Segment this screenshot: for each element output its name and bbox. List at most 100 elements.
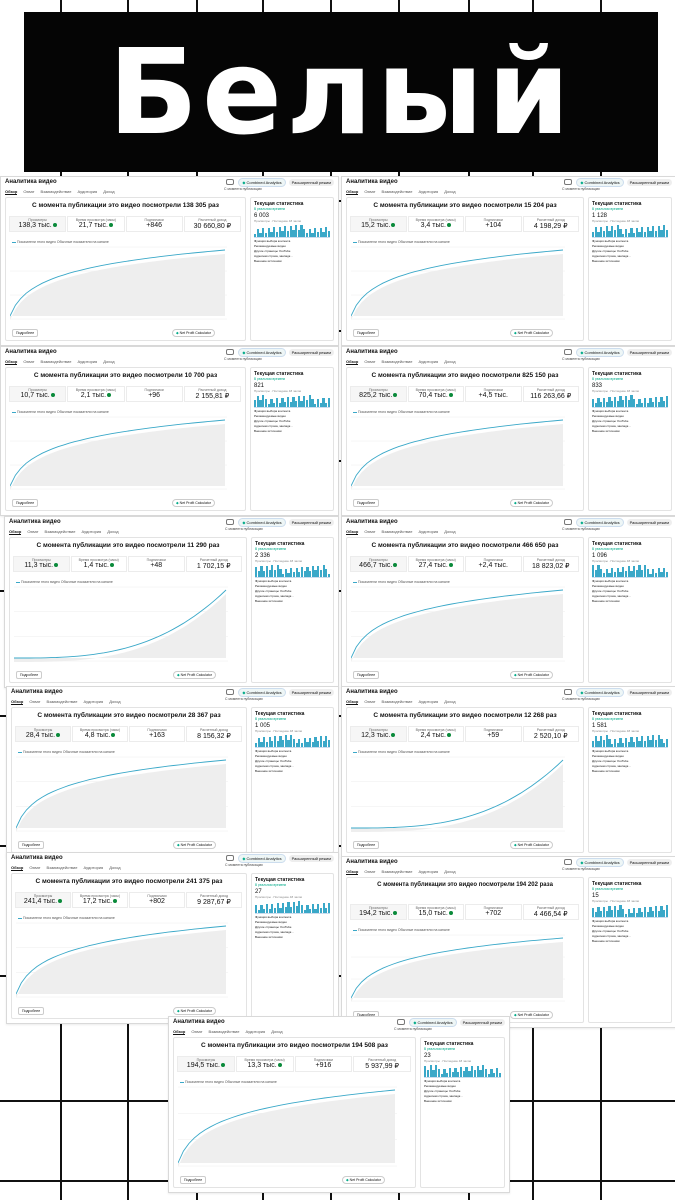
net-profit-calculator-button[interactable]: ◆ Net Profit Calculator [172, 499, 215, 507]
metric-revenue[interactable]: Расчетный доход 18 823,02 ₽ [522, 556, 579, 572]
tab-1[interactable]: Охват [364, 359, 376, 364]
metric-revenue[interactable]: Расчетный доход 2 155,81 ₽ [183, 386, 241, 402]
extended-mode-button[interactable]: Расширенный режим [626, 178, 672, 186]
extended-mode-button[interactable]: Расширенный режим [626, 858, 672, 866]
combined-analytics-button[interactable]: ◆ Combined Analytics [576, 517, 624, 527]
details-button[interactable]: Подробнее [353, 499, 380, 507]
metric-subs[interactable]: Подписчики +163 [129, 726, 185, 742]
tab-4[interactable]: Доход [444, 359, 456, 364]
tab-2[interactable]: Взаимодействие [40, 189, 72, 194]
metric-views[interactable]: Просмотры 28,4 тыс. [15, 726, 71, 742]
tab-1[interactable]: Охват [364, 529, 376, 534]
metric-watch[interactable]: Время просмотра (часы) 1,4 тыс. [70, 556, 127, 572]
metric-views[interactable]: Просмотры 11,3 тыс. [13, 556, 70, 572]
tab-3[interactable]: Аудитория [418, 699, 439, 704]
metric-revenue[interactable]: Расчетный доход 30 660,80 ₽ [183, 216, 241, 232]
combined-analytics-button[interactable]: ◆ Combined Analytics [409, 1017, 457, 1027]
metric-subs[interactable]: Подписчики +48 [128, 556, 185, 572]
combined-analytics-button[interactable]: ◆ Combined Analytics [576, 177, 624, 187]
metric-views[interactable]: Просмотры 466,7 тыс. [350, 556, 407, 572]
tab-2[interactable]: Взаимодействие [381, 529, 413, 534]
tab-2[interactable]: Взаимодействие [44, 529, 76, 534]
details-button[interactable]: Подробнее [18, 841, 45, 849]
combined-analytics-button[interactable]: ◆ Combined Analytics [238, 517, 286, 527]
extended-mode-button[interactable]: Расширенный режим [459, 1018, 505, 1026]
metric-subs[interactable]: Подписчики +104 [465, 216, 522, 232]
period-select[interactable]: С момента публикации [562, 697, 600, 702]
extended-mode-button[interactable]: Расширенный режим [288, 348, 334, 356]
metric-revenue[interactable]: Расчетный доход 116 263,66 ₽ [522, 386, 579, 402]
extended-mode-button[interactable]: Расширенный режим [288, 688, 334, 696]
details-button[interactable]: Подробнее [353, 841, 380, 849]
metric-subs[interactable]: Подписчики +96 [125, 386, 183, 402]
camera-icon[interactable] [564, 519, 573, 525]
net-profit-calculator-button[interactable]: ◆ Net Profit Calculator [510, 1011, 553, 1019]
metric-views[interactable]: Просмотры 194,5 тыс. [177, 1056, 235, 1072]
metric-subs[interactable]: Подписчики +2,4 тыс. [465, 556, 522, 572]
details-button[interactable]: Подробнее [18, 1007, 45, 1015]
metric-subs[interactable]: Подписчики +59 [465, 726, 522, 742]
tab-1[interactable]: Охват [29, 699, 41, 704]
metric-revenue[interactable]: Расчетный доход 4 198,29 ₽ [522, 216, 579, 232]
net-profit-calculator-button[interactable]: ◆ Net Profit Calculator [510, 841, 553, 849]
metric-views[interactable]: Просмотры 15,2 тыс. [350, 216, 407, 232]
tab-3[interactable]: Аудитория [418, 529, 439, 534]
tab-4[interactable]: Доход [444, 529, 456, 534]
metric-watch[interactable]: Время просмотра (часы) 17,2 тыс. [72, 892, 128, 908]
combined-analytics-button[interactable]: ◆ Combined Analytics [576, 857, 624, 867]
tab-1[interactable]: Охват [364, 189, 376, 194]
combined-analytics-button[interactable]: ◆ Combined Analytics [238, 853, 286, 863]
metric-revenue[interactable]: Расчетный доход 5 937,99 ₽ [353, 1056, 411, 1072]
metric-revenue[interactable]: Расчетный доход 1 702,15 ₽ [185, 556, 242, 572]
period-select[interactable]: С момента публикации [562, 867, 600, 872]
period-select[interactable]: С момента публикации [394, 1027, 432, 1032]
details-button[interactable]: Подробнее [180, 1176, 207, 1184]
details-button[interactable]: Подробнее [12, 499, 39, 507]
details-button[interactable]: Подробнее [16, 671, 43, 679]
camera-icon[interactable] [564, 349, 573, 355]
period-select[interactable]: С момента публикации [224, 357, 262, 362]
extended-mode-button[interactable]: Расширенный режим [626, 348, 672, 356]
tab-0[interactable]: Обзор [346, 189, 359, 195]
tab-3[interactable]: Аудитория [83, 699, 104, 704]
net-profit-calculator-button[interactable]: ◆ Net Profit Calculator [510, 671, 553, 679]
combined-analytics-button[interactable]: ◆ Combined Analytics [238, 687, 286, 697]
camera-icon[interactable] [226, 519, 235, 525]
tab-4[interactable]: Доход [103, 189, 115, 194]
camera-icon[interactable] [564, 859, 573, 865]
tab-4[interactable]: Доход [107, 529, 119, 534]
net-profit-calculator-button[interactable]: ◆ Net Profit Calculator [342, 1176, 385, 1184]
period-select[interactable]: С момента публикации [562, 187, 600, 192]
metric-revenue[interactable]: Расчетный доход 2 520,10 ₽ [522, 726, 579, 742]
tab-0[interactable]: Обзор [346, 699, 359, 705]
metric-revenue[interactable]: Расчетный доход 4 466,54 ₽ [522, 904, 579, 920]
period-select[interactable]: С момента публикации [225, 863, 263, 868]
camera-icon[interactable] [564, 689, 573, 695]
camera-icon[interactable] [397, 1019, 406, 1025]
tab-2[interactable]: Взаимодействие [381, 699, 413, 704]
tab-2[interactable]: Взаимодействие [208, 1029, 240, 1034]
tab-0[interactable]: Обзор [173, 1029, 186, 1035]
tab-0[interactable]: Обзор [346, 529, 359, 535]
tab-3[interactable]: Аудитория [418, 359, 439, 364]
details-button[interactable]: Подробнее [353, 329, 380, 337]
tab-3[interactable]: Аудитория [418, 869, 439, 874]
period-select[interactable]: С момента публикации [224, 187, 262, 192]
tab-2[interactable]: Взаимодействие [40, 359, 72, 364]
metric-watch[interactable]: Время просмотра (часы) 3,4 тыс. [407, 216, 464, 232]
tab-3[interactable]: Аудитория [77, 359, 98, 364]
tab-0[interactable]: Обзор [346, 869, 359, 875]
metric-subs[interactable]: Подписчики +4,5 тыс. [465, 386, 522, 402]
extended-mode-button[interactable]: Расширенный режим [288, 854, 334, 862]
tab-0[interactable]: Обзор [346, 359, 359, 365]
net-profit-calculator-button[interactable]: ◆ Net Profit Calculator [173, 671, 216, 679]
metric-watch[interactable]: Время просмотра (часы) 13,3 тыс. [235, 1056, 294, 1072]
metric-watch[interactable]: Время просмотра (часы) 70,4 тыс. [407, 386, 464, 402]
metric-subs[interactable]: Подписчики +802 [129, 892, 185, 908]
metric-subs[interactable]: Подписчики +702 [465, 904, 522, 920]
tab-2[interactable]: Взаимодействие [46, 699, 78, 704]
tab-4[interactable]: Доход [109, 699, 121, 704]
net-profit-calculator-button[interactable]: ◆ Net Profit Calculator [173, 841, 216, 849]
metric-views[interactable]: Просмотры 10,7 тыс. [9, 386, 67, 402]
tab-1[interactable]: Охват [364, 699, 376, 704]
